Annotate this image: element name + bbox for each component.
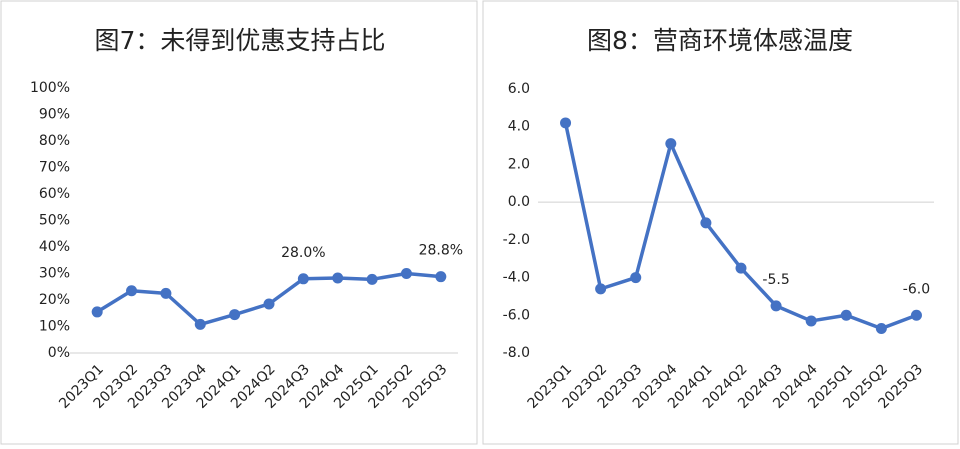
chart-title: 图7：未得到优惠支持占比 — [95, 26, 386, 55]
y-tick-label: -8.0 — [503, 345, 530, 361]
data-point — [735, 262, 747, 274]
y-tick-label: 0% — [48, 345, 70, 361]
data-point — [194, 318, 206, 330]
data-point — [160, 287, 172, 299]
data-point — [435, 271, 447, 283]
panel-border — [482, 0, 959, 445]
data-point — [126, 285, 138, 297]
y-tick-label: -2.0 — [503, 232, 530, 248]
y-tick-label: 100% — [30, 80, 70, 96]
data-label: -6.0 — [903, 281, 930, 297]
y-tick-label: 6.0 — [508, 81, 530, 97]
data-point — [332, 272, 344, 284]
y-tick-label: 20% — [39, 292, 70, 308]
data-point — [263, 298, 275, 310]
y-tick-label: 80% — [39, 133, 70, 149]
y-tick-label: -4.0 — [503, 270, 530, 286]
y-tick-label: -6.0 — [503, 307, 530, 323]
y-tick-label: 40% — [39, 239, 70, 255]
y-tick-label: 30% — [39, 266, 70, 282]
data-point — [630, 272, 642, 284]
data-point — [595, 283, 607, 295]
y-tick-label: 90% — [39, 107, 70, 123]
y-tick-label: 60% — [39, 186, 70, 202]
data-point — [400, 268, 412, 279]
data-point — [91, 306, 103, 318]
data-point — [366, 273, 378, 285]
data-line — [563, 122, 918, 331]
y-tick-label: 10% — [39, 319, 70, 335]
data-point — [910, 309, 922, 321]
y-tick-label: 50% — [39, 213, 70, 229]
data-point — [770, 300, 782, 312]
panel-border — [0, 0, 478, 445]
data-label: -5.5 — [762, 272, 789, 288]
chart-title: 图8：营商环境体感温度 — [587, 26, 853, 55]
y-tick-label: 4.0 — [508, 119, 530, 135]
data-point — [560, 117, 572, 129]
data-label: 28.8% — [419, 243, 463, 259]
data-point — [875, 322, 887, 334]
data-point — [297, 273, 309, 285]
y-tick-label: 2.0 — [508, 156, 530, 172]
y-tick-label: 0.0 — [508, 194, 530, 210]
data-point — [229, 309, 241, 321]
data-point — [700, 217, 712, 229]
y-tick-label: 70% — [39, 160, 70, 176]
data-point — [840, 309, 852, 321]
data-point — [805, 315, 817, 327]
data-point — [665, 138, 677, 150]
data-label: 28.0% — [281, 245, 325, 261]
